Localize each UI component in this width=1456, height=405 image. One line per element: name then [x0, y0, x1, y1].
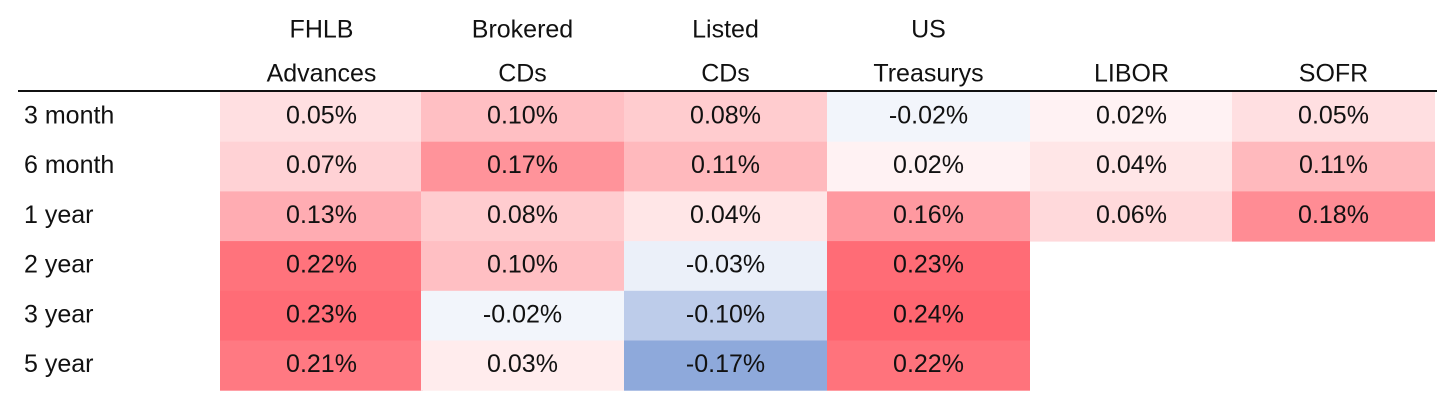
- heatmap-cell-r2-c1: [421, 191, 624, 242]
- column-header-3-line-1: Treasurys: [873, 60, 983, 88]
- heatmap-cell-r2-c0: [220, 191, 423, 242]
- row-label-4: 3 year: [24, 300, 93, 328]
- cell-value-r0-c1: 0.10%: [487, 101, 558, 129]
- heatmap-cell-r0-c5: [1232, 92, 1435, 143]
- row-label-1: 6 month: [24, 151, 114, 179]
- cell-value-r0-c4: 0.02%: [1096, 101, 1167, 129]
- column-header-3-line-0: US: [911, 16, 946, 44]
- cell-value-r2-c3: 0.16%: [893, 201, 964, 229]
- cell-value-r1-c3: 0.02%: [893, 151, 964, 179]
- heatmap-cell-r2-c3: [827, 191, 1030, 242]
- heatmap-cell-r1-c1: [421, 141, 624, 192]
- cell-value-r5-c3: 0.22%: [893, 350, 964, 378]
- cell-value-r2-c4: 0.06%: [1096, 201, 1167, 229]
- cell-value-r4-c1: -0.02%: [483, 300, 562, 328]
- heatmap-cell-r1-c4: [1030, 141, 1233, 192]
- heatmap-cell-r0-c0: [220, 92, 423, 143]
- cell-value-r5-c2: -0.17%: [686, 350, 765, 378]
- heatmap-cell-r2-c2: [624, 191, 827, 242]
- heatmap-cell-r3-c0: [220, 241, 423, 292]
- column-header-4-line-1: LIBOR: [1094, 60, 1169, 88]
- heatmap-cell-r1-c5: [1232, 141, 1435, 192]
- heatmap-cell-r0-c2: [624, 92, 827, 143]
- cell-value-r2-c0: 0.13%: [286, 201, 357, 229]
- heatmap-cell-r1-c3: [827, 141, 1030, 192]
- heatmap-cell-r1-c2: [624, 141, 827, 192]
- cell-value-r2-c1: 0.08%: [487, 201, 558, 229]
- cell-value-r0-c3: -0.02%: [889, 101, 968, 129]
- heatmap-cell-r0-c3: [827, 92, 1030, 143]
- heatmap-cell-r2-c4: [1030, 191, 1233, 242]
- heatmap-cell-r5-c2: [624, 340, 827, 391]
- cell-value-r4-c3: 0.24%: [893, 300, 964, 328]
- column-header-1-line-0: Brokered: [472, 16, 573, 44]
- cell-value-r2-c5: 0.18%: [1298, 201, 1369, 229]
- cell-value-r3-c3: 0.23%: [893, 251, 964, 279]
- cell-value-r3-c1: 0.10%: [487, 251, 558, 279]
- heatmap-cell-r4-c3: [827, 290, 1030, 341]
- row-label-2: 1 year: [24, 201, 93, 229]
- cell-value-r0-c5: 0.05%: [1298, 101, 1369, 129]
- heatmap-cell-r1-c0: [220, 141, 423, 192]
- cell-value-r0-c2: 0.08%: [690, 101, 761, 129]
- heatmap-cell-r4-c2: [624, 290, 827, 341]
- cell-value-r2-c2: 0.04%: [690, 201, 761, 229]
- row-label-3: 2 year: [24, 251, 93, 279]
- cell-value-r1-c1: 0.17%: [487, 151, 558, 179]
- heatmap-cell-r4-c0: [220, 290, 423, 341]
- heatmap-cell-r3-c2: [624, 241, 827, 292]
- cell-value-r1-c4: 0.04%: [1096, 151, 1167, 179]
- cell-value-r3-c2: -0.03%: [686, 251, 765, 279]
- column-header-0-line-1: Advances: [267, 60, 377, 88]
- heatmap-cell-r4-c1: [421, 290, 624, 341]
- heatmap-cell-r3-c3: [827, 241, 1030, 292]
- cell-value-r4-c0: 0.23%: [286, 300, 357, 328]
- row-label-0: 3 month: [24, 101, 114, 129]
- heatmap-cell-r3-c1: [421, 241, 624, 292]
- heatmap-cell-r0-c4: [1030, 92, 1233, 143]
- column-header-1-line-1: CDs: [498, 60, 547, 88]
- cell-value-r0-c0: 0.05%: [286, 101, 357, 129]
- heatmap-cell-r2-c5: [1232, 191, 1435, 242]
- heatmap-cell-r5-c3: [827, 340, 1030, 391]
- column-header-2-line-1: CDs: [701, 60, 750, 88]
- cell-value-r5-c1: 0.03%: [487, 350, 558, 378]
- cell-value-r1-c2: 0.11%: [691, 151, 760, 179]
- column-header-0-line-0: FHLB: [290, 16, 354, 44]
- cell-value-r1-c5: 0.11%: [1299, 151, 1368, 179]
- cell-value-r5-c0: 0.21%: [286, 350, 357, 378]
- cell-value-r3-c0: 0.22%: [286, 251, 357, 279]
- heatmap-cell-r5-c1: [421, 340, 624, 391]
- column-header-2-line-0: Listed: [692, 16, 759, 44]
- cell-value-r4-c2: -0.10%: [686, 300, 765, 328]
- heatmap-cell-r5-c0: [220, 340, 423, 391]
- heatmap-cell-r0-c1: [421, 92, 624, 143]
- cell-value-r1-c0: 0.07%: [286, 151, 357, 179]
- row-label-5: 5 year: [24, 350, 93, 378]
- column-header-5-line-1: SOFR: [1299, 60, 1368, 88]
